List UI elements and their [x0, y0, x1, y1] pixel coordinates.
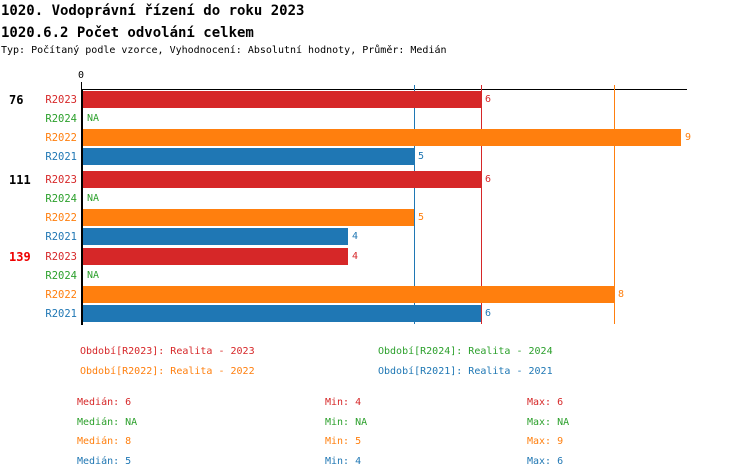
y-axis-line [81, 89, 83, 325]
bar-value-label-na: NA [87, 193, 100, 204]
x-axis-line [81, 89, 687, 90]
stat-max-r2024: Max: NA [527, 417, 570, 428]
bar-value-label: 5 [418, 151, 425, 162]
stat-median-r2022: Medián: 8 [77, 436, 132, 447]
stat-max-r2021: Max: 6 [527, 456, 564, 467]
bar-value-label: 5 [418, 212, 425, 223]
bar-value-label-na: NA [87, 113, 100, 124]
chart-subtitle: 1020.6.2 Počet odvolání celkem [1, 25, 254, 41]
bar-value-label: 6 [485, 308, 492, 319]
median-line-r2023 [481, 85, 482, 324]
legend-item-r2023: Období[R2023]: Realita - 2023 [80, 346, 255, 357]
bar-series-label: R2023 [45, 174, 77, 186]
bar-value-label: 6 [485, 94, 492, 105]
bar-series-label: R2023 [45, 94, 77, 106]
bar-r2022 [83, 209, 414, 226]
group-label: 139 [9, 250, 31, 264]
stat-median-r2024: Medián: NA [77, 417, 138, 428]
bar-value-label: 4 [352, 231, 359, 242]
legend-item-r2021: Období[R2021]: Realita - 2021 [378, 366, 553, 377]
legend-item-r2024: Období[R2024]: Realita - 2024 [378, 346, 553, 357]
bar-series-label: R2021 [45, 151, 77, 163]
bar-r2023 [83, 171, 481, 188]
bar-series-label: R2022 [45, 132, 77, 144]
bar-r2023 [83, 248, 348, 265]
legend-item-r2022: Období[R2022]: Realita - 2022 [80, 366, 255, 377]
bar-r2021 [83, 148, 414, 165]
chart-meta-line: Typ: Počítaný podle vzorce, Vyhodnocení:… [1, 45, 447, 56]
bar-r2021 [83, 228, 348, 245]
bar-series-label: R2024 [45, 193, 77, 205]
bar-series-label: R2021 [45, 308, 77, 320]
bar-series-label: R2022 [45, 212, 77, 224]
bar-value-label-na: NA [87, 270, 100, 281]
bar-r2023 [83, 91, 481, 108]
group-label: 76 [9, 93, 24, 107]
bar-r2022 [83, 129, 681, 146]
page-title: 1020. Vodoprávní řízení do roku 2023 [1, 3, 305, 19]
bar-value-label: 9 [685, 132, 692, 143]
stat-min-r2022: Min: 5 [325, 436, 362, 447]
stat-max-r2022: Max: 9 [527, 436, 564, 447]
stat-min-r2021: Min: 4 [325, 456, 362, 467]
bar-series-label: R2024 [45, 270, 77, 282]
bar-value-label: 4 [352, 251, 359, 262]
bar-series-label: R2024 [45, 113, 77, 125]
bar-series-label: R2021 [45, 231, 77, 243]
median-line-r2021 [414, 85, 415, 324]
stat-max-r2023: Max: 6 [527, 397, 564, 408]
bar-value-label: 6 [485, 174, 492, 185]
stat-min-r2024: Min: NA [325, 417, 368, 428]
bar-r2022 [83, 286, 614, 303]
x-axis-origin-label: 0 [78, 70, 85, 81]
bar-series-label: R2022 [45, 289, 77, 301]
stat-median-r2023: Medián: 6 [77, 397, 132, 408]
stat-min-r2023: Min: 4 [325, 397, 362, 408]
x-axis-tick [81, 82, 82, 89]
bar-series-label: R2023 [45, 251, 77, 263]
bar-r2021 [83, 305, 481, 322]
stat-median-r2021: Medián: 5 [77, 456, 132, 467]
median-line-r2022 [614, 85, 615, 324]
group-label: 111 [9, 173, 31, 187]
bar-value-label: 8 [618, 289, 625, 300]
